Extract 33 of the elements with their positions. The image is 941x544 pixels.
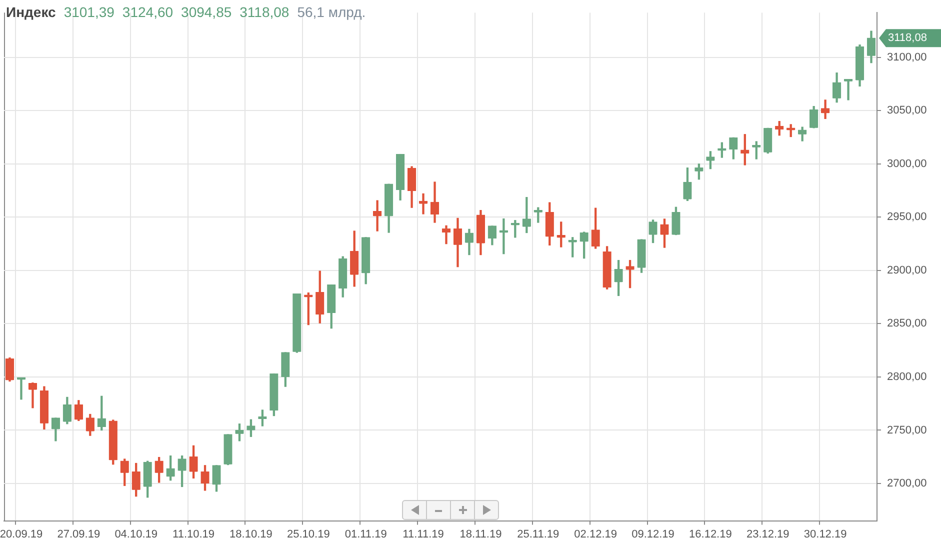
candlestick <box>372 200 382 232</box>
annotation: 3124,60 <box>122 4 174 20</box>
annotation: 3118,08 <box>240 4 290 20</box>
chart-title: Индекс <box>6 4 56 20</box>
y-tick-label: 2850,00 <box>887 318 927 330</box>
x-tick-label: 11.11.19 <box>402 528 444 540</box>
y-tick-label: 3000,00 <box>887 158 927 170</box>
x-tick-label: 16.12.19 <box>689 528 732 540</box>
x-tick-label: 04.10.19 <box>114 528 158 540</box>
x-tick-label: 27.09.19 <box>57 528 100 540</box>
x-tick-label: 25.10.19 <box>286 528 330 540</box>
y-tick-label: 2900,00 <box>887 264 927 276</box>
y-tick-label: 3100,00 <box>887 51 927 64</box>
x-tick-label: 23.12.19 <box>746 528 790 540</box>
annotation: 3094,85 <box>181 4 232 20</box>
x-tick-label: 11.10.19 <box>172 528 215 540</box>
y-tick-label: 2750,00 <box>887 424 927 436</box>
x-tick-label: 20.09.19 <box>0 528 43 540</box>
text: 3118,08 <box>888 32 927 44</box>
y-tick-label: 2950,00 <box>887 211 927 224</box>
x-tick-label: 18.11.19 <box>460 528 502 540</box>
x-tick-label: 02.12.19 <box>574 528 617 540</box>
y-tick-label: 3050,00 <box>887 104 927 117</box>
x-tick-label: 25.11.19 <box>517 528 560 540</box>
x-tick-label: 01.11.19 <box>344 528 387 540</box>
annotation: 3101,39 <box>64 4 114 20</box>
annotation: 56,1 млрд. <box>297 4 366 20</box>
x-tick-label: 09.12.19 <box>632 528 674 540</box>
candlestick <box>442 225 451 244</box>
x-tick-label: 30.12.19 <box>804 528 847 540</box>
x-tick-label: 18.10.19 <box>230 528 272 540</box>
y-tick-label: 2700,00 <box>887 478 927 490</box>
y-tick-label: 2800,00 <box>887 371 927 383</box>
